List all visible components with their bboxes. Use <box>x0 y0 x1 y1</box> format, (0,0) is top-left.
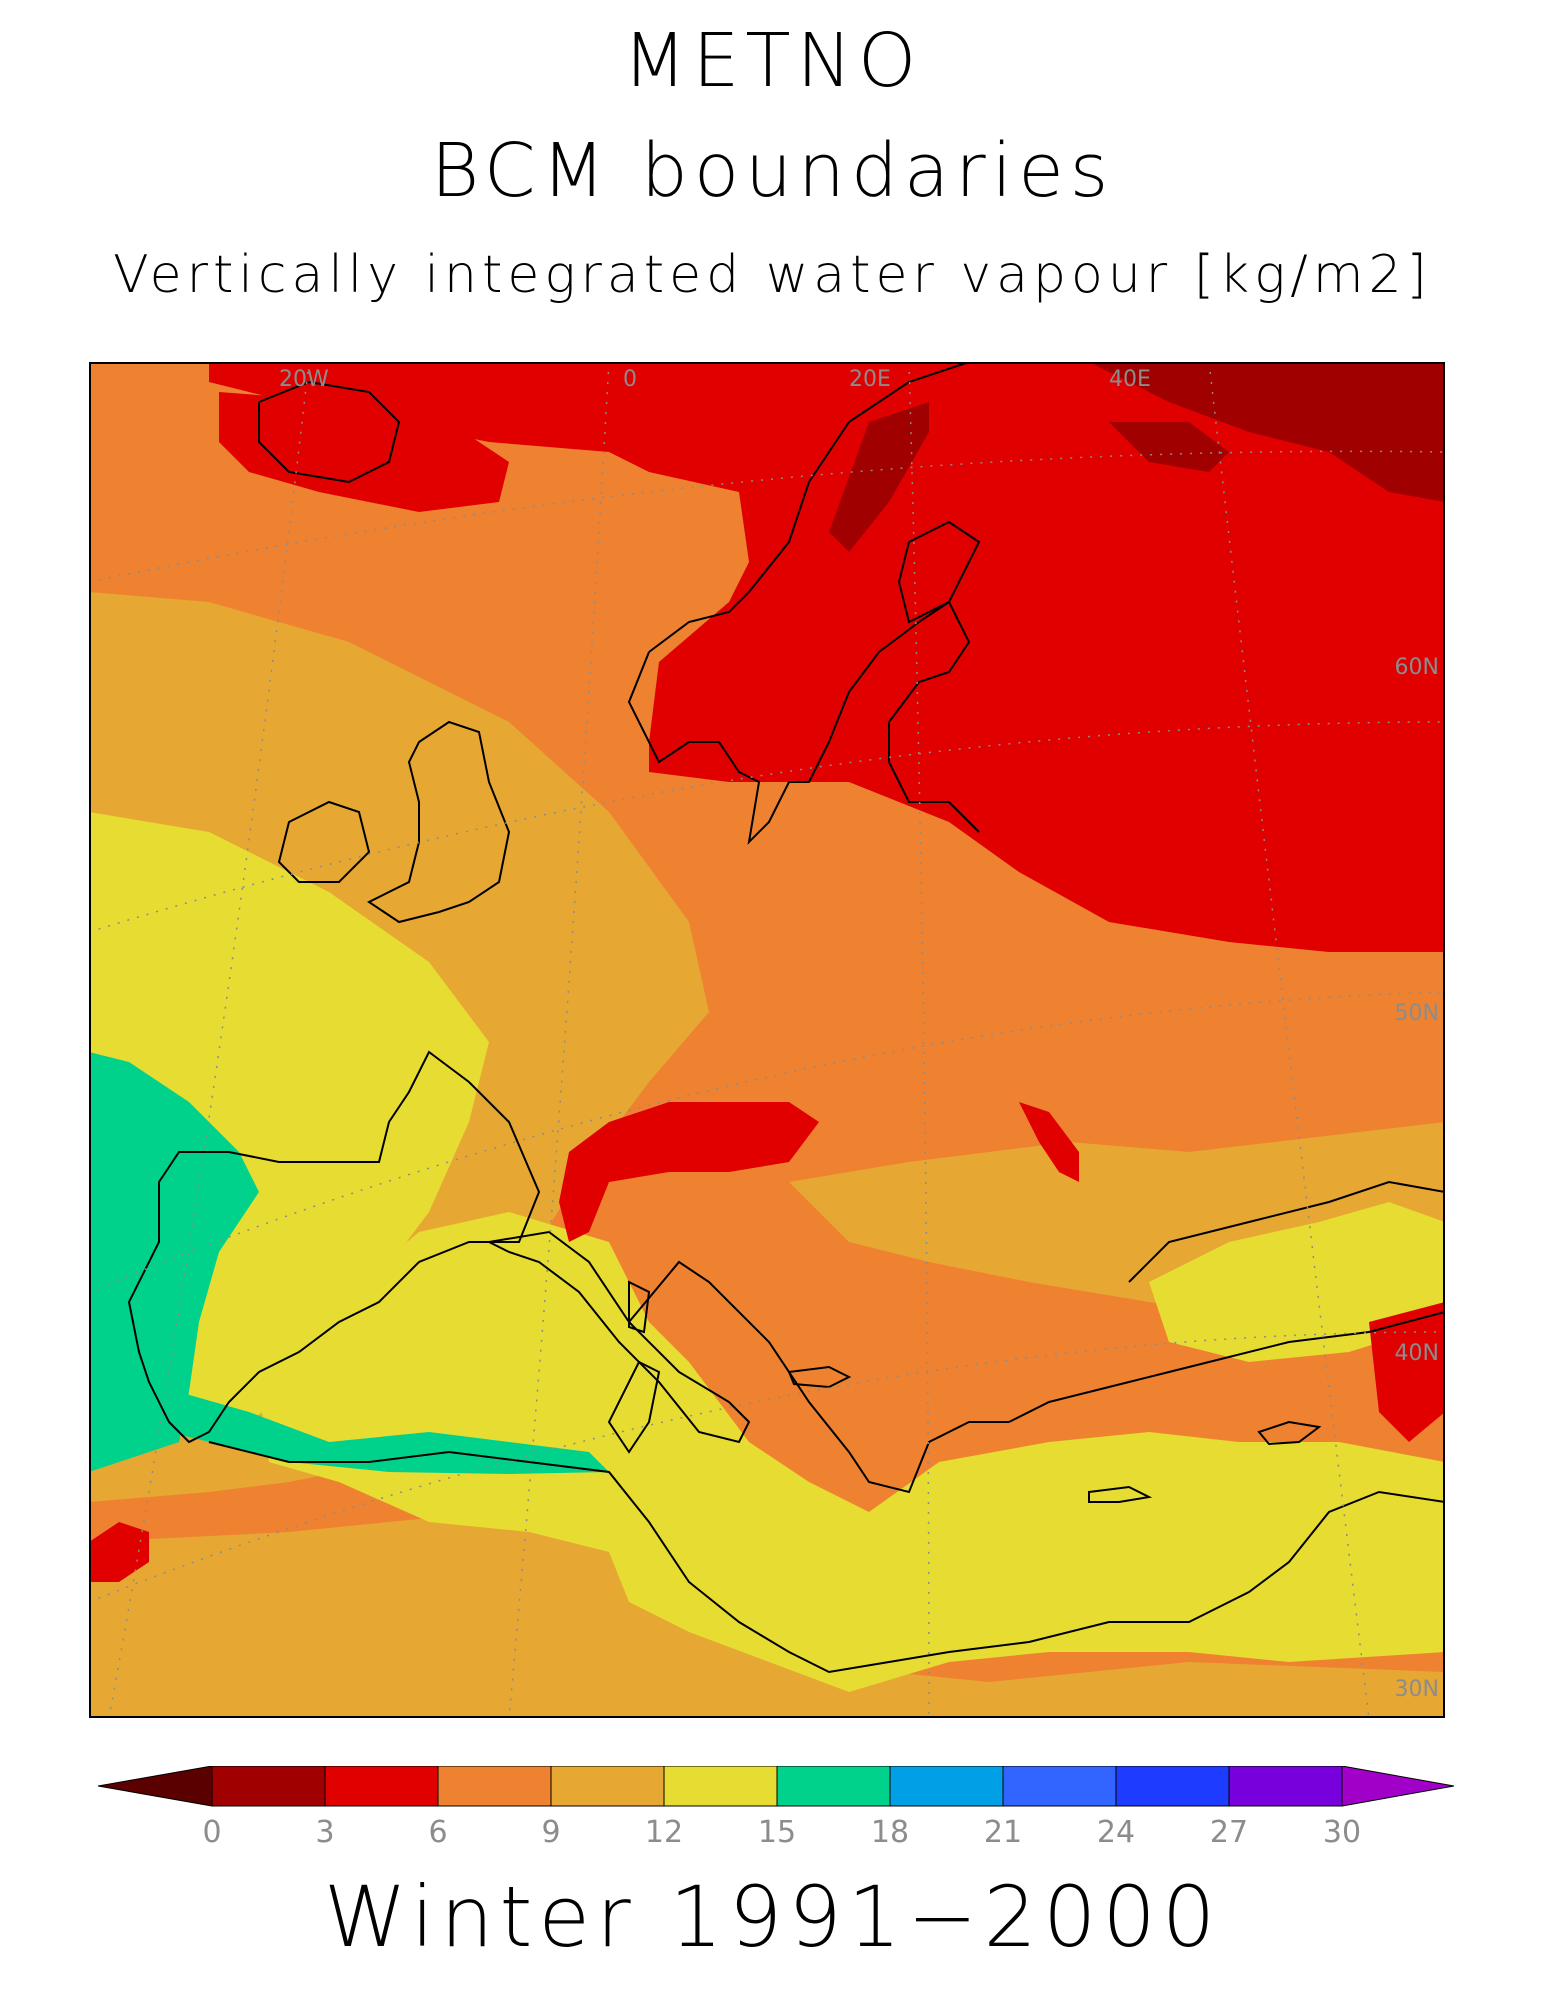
colorbar-segment <box>1228 1766 1343 1807</box>
field-12-15-mediterranean <box>259 1212 1445 1692</box>
colorbar-segment <box>1115 1766 1230 1807</box>
water-vapour-map: 20W 0 20E 40E 60N 50N 40N 30N <box>89 362 1445 1718</box>
field-0-3-kola <box>1109 422 1229 472</box>
lon-label-40e: 40E <box>1109 367 1151 392</box>
field-15-18-morocco <box>169 1392 609 1474</box>
colorbar-over-arrow <box>1341 1766 1454 1807</box>
colorbar-segment <box>889 1766 1004 1807</box>
lat-label-40n: 40N <box>1395 1341 1439 1366</box>
graticule <box>89 362 1445 1718</box>
colorbar-segment <box>1002 1766 1117 1807</box>
colorbar-segment <box>324 1766 439 1807</box>
coastlines <box>127 362 1445 1674</box>
colorbar-tick-label: 18 <box>871 1815 909 1846</box>
colorbar-tick-label: 21 <box>984 1815 1022 1846</box>
field-15-18 <box>89 1052 259 1472</box>
colorbar-tick-label: 15 <box>758 1815 796 1846</box>
colorbar-segment <box>211 1766 326 1807</box>
lon-label-20e: 20E <box>849 367 891 392</box>
title-line-2: BCM boundaries <box>430 128 1115 214</box>
colorbar-tick-label: 6 <box>428 1815 447 1846</box>
lon-label-0: 0 <box>623 367 637 392</box>
field-0-3-norway <box>829 402 929 552</box>
field-3-6-anatolia <box>1369 1302 1445 1442</box>
field-9-12-africa <box>89 1512 1445 1718</box>
colorbar-tick-label: 30 <box>1323 1815 1361 1846</box>
field-0-3-russia <box>1089 362 1445 502</box>
field-3-6-alps <box>559 1102 819 1242</box>
colorbar-tick-label: 0 <box>202 1815 221 1846</box>
field-3-6-atlas <box>89 1522 149 1582</box>
title-line-1: METNO <box>622 18 923 104</box>
colorbar: 0 3 6 9 12 15 18 21 24 27 30 <box>98 1766 1454 1846</box>
colorbar-tick-label: 9 <box>541 1815 560 1846</box>
field-3-6-iceland <box>219 392 509 512</box>
season-period: Winter 1991−2000 <box>323 1868 1222 1966</box>
colorbar-segment <box>550 1766 665 1807</box>
field-3-6-carpathians <box>1019 1102 1079 1182</box>
colorbar-tick-label: 24 <box>1097 1815 1135 1846</box>
title-variable: Vertically integrated water vapour [kg/m… <box>113 245 1432 305</box>
lat-label-60n: 60N <box>1395 655 1439 680</box>
lat-label-30n: 30N <box>1395 1677 1439 1702</box>
colorbar-tick-label: 12 <box>645 1815 683 1846</box>
field-3-6-north <box>209 362 1445 952</box>
colorbar-segments <box>98 1766 1454 1807</box>
colorbar-tick-label: 27 <box>1210 1815 1248 1846</box>
colorbar-segment <box>663 1766 778 1807</box>
colorbar-segment <box>776 1766 891 1807</box>
lon-label-20w: 20W <box>279 367 329 392</box>
colorbar-under-arrow <box>98 1766 213 1807</box>
colorbar-tick-label: 3 <box>315 1815 334 1846</box>
lat-label-50n: 50N <box>1395 1001 1439 1026</box>
colorbar-tick-labels: 0 3 6 9 12 15 18 21 24 27 30 <box>202 1815 1361 1846</box>
colorbar-segment <box>437 1766 552 1807</box>
map-frame <box>89 362 1445 1718</box>
